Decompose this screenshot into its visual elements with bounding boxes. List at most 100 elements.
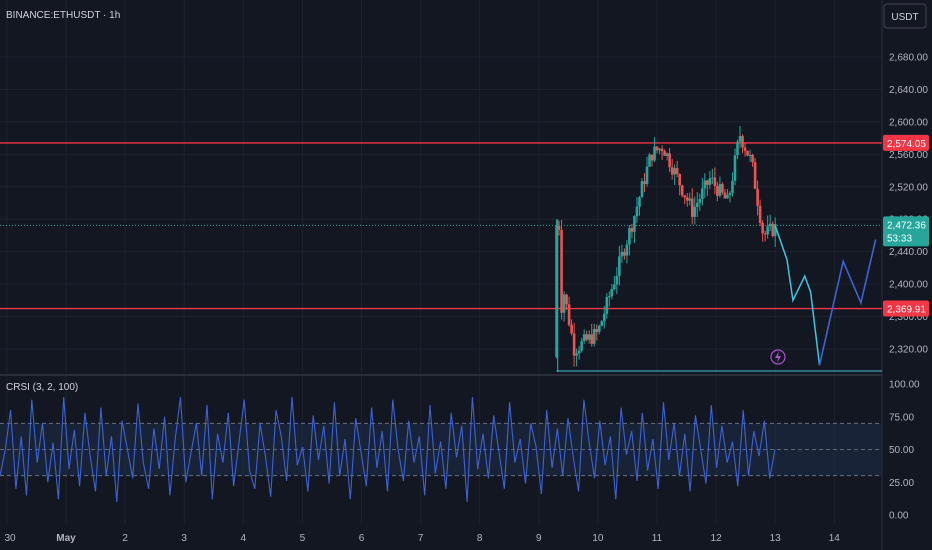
candle-body: [660, 148, 664, 152]
candle-body: [562, 294, 566, 313]
candle-series[interactable]: [555, 125, 777, 372]
crsi-tick-label: 75.00: [889, 412, 914, 423]
price-tick-label: 2,400.00: [889, 280, 928, 291]
candle-body: [602, 313, 606, 322]
candle-body: [703, 180, 707, 189]
candle-body: [580, 341, 583, 351]
time-tick-label: 11: [652, 533, 663, 544]
candle-body: [773, 224, 777, 237]
time-tick-label: 2: [122, 533, 128, 544]
candle-body: [600, 321, 604, 326]
candle-body: [585, 334, 588, 340]
crsi-indicator: [0, 397, 882, 502]
lightning-icon[interactable]: [770, 349, 786, 365]
countdown-label: 53:33: [887, 233, 912, 244]
currency-button[interactable]: USDT: [883, 3, 927, 29]
candle-body: [716, 186, 719, 196]
level-tag-1: [883, 300, 929, 317]
price-tick-label: 2,560.00: [889, 150, 928, 161]
candle-body: [613, 284, 616, 289]
candle-body: [668, 153, 671, 168]
candle-body: [688, 198, 692, 201]
candle-body: [733, 155, 737, 181]
candle-body: [766, 226, 769, 235]
candle-body: [570, 324, 573, 334]
candle-body: [572, 333, 576, 356]
price-tick-label: 2,520.00: [889, 182, 928, 193]
candle-body: [557, 225, 561, 230]
candle-body: [592, 329, 596, 344]
candle-body: [713, 177, 717, 187]
time-tick-label: 13: [770, 533, 782, 544]
candle-body: [623, 251, 626, 256]
time-tick-label: 9: [536, 533, 542, 544]
level-tag-label: 2,369.91: [887, 305, 926, 316]
candle-body: [620, 251, 624, 257]
candle-body: [718, 184, 722, 196]
candle-body: [723, 192, 727, 199]
candle-body: [630, 227, 634, 232]
price-tick-label: 2,440.00: [889, 247, 928, 258]
price-axis: 2,680.00 2,640.00 2,600.00 2,560.00 2,520.00…: [883, 53, 929, 522]
candle-body: [758, 205, 762, 223]
price-tick-label: 2,360.00: [889, 312, 928, 323]
candle-body: [683, 195, 687, 198]
time-tick-label: 7: [418, 533, 424, 544]
time-tick-label: 12: [711, 533, 723, 544]
candle-body: [693, 206, 697, 217]
time-tick-label: 30: [4, 533, 16, 544]
price-tick-label: 2,680.00: [889, 53, 928, 64]
crsi-tick-label: 50.00: [889, 445, 914, 456]
candle-body: [597, 325, 601, 332]
candle-body: [605, 296, 609, 314]
candle-body: [567, 304, 571, 325]
candle-body: [673, 168, 676, 175]
candle-body: [628, 227, 631, 245]
candle-body: [721, 184, 724, 193]
current-price-tag: [883, 216, 929, 247]
predicted-path: [774, 225, 821, 366]
candle-body: [743, 147, 747, 151]
candle-body: [555, 225, 558, 358]
candle-body: [706, 180, 709, 185]
candle-body: [577, 350, 581, 354]
crsi-line: [0, 397, 776, 502]
candle-body: [741, 136, 744, 148]
candle-body: [640, 181, 644, 198]
time-tick-label: 4: [241, 533, 247, 544]
candle-body: [675, 168, 679, 175]
candle-body: [615, 275, 619, 285]
candle-body: [575, 353, 578, 356]
candle-body: [645, 166, 649, 185]
candle-body: [763, 233, 767, 235]
lightning-icon-ring[interactable]: [770, 349, 786, 365]
candle-body: [708, 178, 712, 185]
time-axis: 30 May 2 3 4 5 6 7 8 9 10 11 12 13 14: [4, 533, 840, 544]
crsi-tick-label: 25.00: [889, 478, 914, 489]
horizontal-levels: [0, 142, 882, 310]
symbol-title: BINANCE:ETHUSDT · 1h: [6, 10, 120, 21]
candle-body: [655, 146, 659, 151]
candle-body: [638, 197, 641, 207]
currency-button-frame[interactable]: [883, 3, 927, 29]
candle-body: [680, 185, 684, 196]
candle-body: [748, 154, 752, 156]
projection-line: [818, 239, 877, 366]
candle-body: [695, 202, 699, 207]
candle-body: [653, 146, 656, 161]
crsi-tick-label: 0.00: [889, 511, 909, 522]
candle-body: [658, 148, 661, 151]
time-tick-label: 10: [592, 533, 604, 544]
candle-body: [771, 223, 774, 237]
candle-body: [587, 334, 591, 340]
candle-body: [711, 177, 714, 179]
crsi-title: CRSI (3, 2, 100): [6, 382, 78, 393]
lightning-icon-bolt[interactable]: [775, 351, 781, 363]
candle-body: [670, 167, 674, 175]
currency-button-label[interactable]: USDT: [891, 12, 918, 23]
candle-body: [635, 206, 639, 217]
candle-body: [768, 223, 772, 227]
current-price-label: 2,472.36: [887, 220, 926, 231]
